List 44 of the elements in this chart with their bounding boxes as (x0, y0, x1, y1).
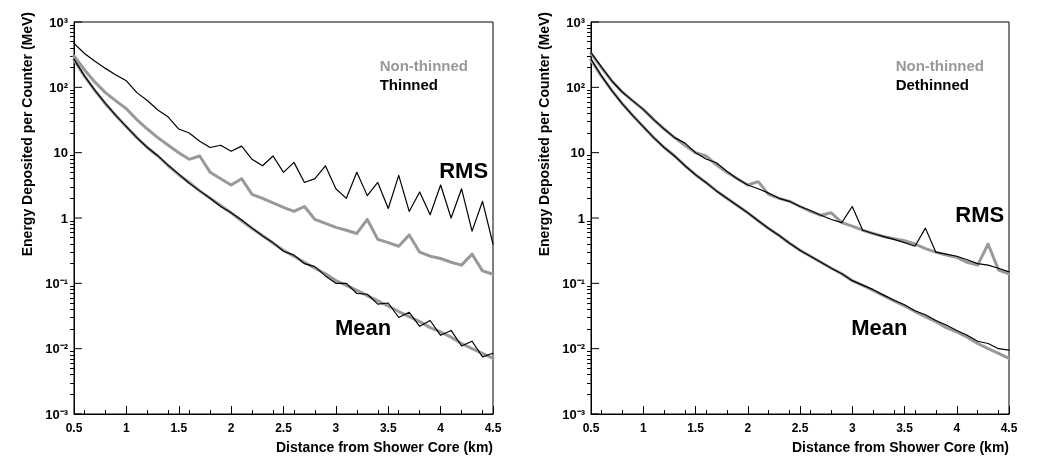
y-axis-title: Energy Deposited per Counter (MeV) (19, 12, 35, 257)
y-tick-label: 10⁻² (45, 341, 69, 357)
x-tick-label: 4.5 (484, 421, 502, 435)
annotation: Mean (851, 315, 908, 341)
y-tick-label: 10³ (49, 14, 69, 30)
x-tick-label: 1.5 (687, 421, 705, 435)
x-tick-label: 4.5 (1000, 421, 1018, 435)
text: Dethinned (895, 76, 970, 93)
annotation: Mean (334, 315, 392, 341)
y-tick-label: 10 (53, 145, 68, 161)
annotation: RMS (439, 158, 489, 184)
x-tick-label: 2.5 (275, 421, 293, 435)
x-tick-label: 2.5 (791, 421, 809, 435)
x-tick-label: 2 (744, 421, 752, 435)
y-tick-label: 10³ (566, 14, 586, 30)
x-tick-label: 3.5 (896, 421, 914, 435)
x-tick-label: 1 (123, 421, 131, 435)
x-tick-label: 1 (639, 421, 647, 435)
y-tick-label: 10⁻¹ (562, 275, 585, 291)
x-axis-title: Distance from Shower Core (km) (275, 439, 493, 455)
y-tick-label: 10⁻² (562, 341, 586, 357)
text: Thinned (379, 76, 439, 93)
y-tick-label: 10² (49, 79, 69, 95)
x-tick-label: 0.5 (65, 421, 83, 435)
x-tick-label: 1.5 (170, 421, 188, 435)
text: Non-thinned (895, 57, 984, 74)
x-tick-label: 4 (437, 421, 445, 435)
y-tick-label: 10² (566, 79, 586, 95)
y-tick-label: 10⁻¹ (45, 275, 68, 291)
y-tick-label: 1 (60, 210, 68, 226)
y-tick-label: 10 (570, 145, 585, 161)
x-axis-title: Distance from Shower Core (km) (791, 439, 1009, 455)
y-tick-label: 10⁻³ (562, 406, 586, 422)
x-tick-label: 0.5 (582, 421, 600, 435)
y-axis-title: Energy Deposited per Counter (MeV) (536, 12, 552, 257)
x-tick-label: 2 (227, 421, 235, 435)
x-tick-label: 3 (332, 421, 340, 435)
y-tick-label: 1 (577, 210, 585, 226)
y-tick-label: 10⁻³ (45, 406, 69, 422)
x-tick-label: 3 (848, 421, 856, 435)
text: Non-thinned (379, 57, 468, 74)
x-tick-label: 3.5 (379, 421, 397, 435)
annotation: RMS (955, 201, 1005, 227)
x-tick-label: 4 (953, 421, 961, 435)
